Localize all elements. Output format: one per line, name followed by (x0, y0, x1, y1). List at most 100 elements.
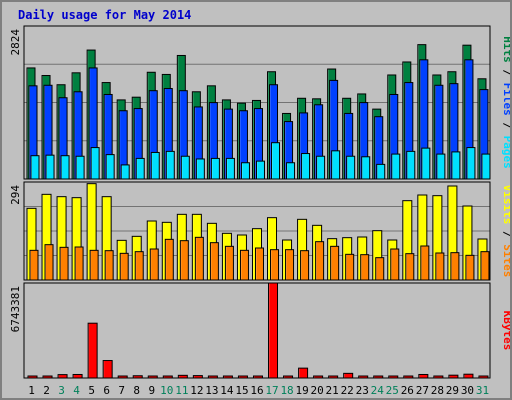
x-tick-label: 12 (190, 384, 203, 397)
bar-sites (390, 248, 400, 281)
legend-entry-sites: Sites (501, 244, 510, 277)
bar-pages (180, 155, 190, 180)
legend-entry-files: Files (501, 83, 510, 116)
bar-sites (330, 245, 340, 281)
bar-kbytes (207, 375, 218, 379)
bar-sites (300, 250, 310, 281)
bar-pages (90, 147, 100, 180)
bar-sites (435, 252, 445, 281)
chart-title: Daily usage for May 2014 (18, 8, 192, 22)
legend-entry-hits: Hits (501, 36, 510, 63)
panel-frame (23, 282, 491, 379)
bar-sites (74, 246, 84, 281)
bar-sites (254, 247, 264, 281)
bar-pages (406, 150, 416, 180)
bar-pages (75, 155, 85, 180)
bar-pages (60, 155, 70, 180)
bar-pages (210, 157, 220, 180)
bar-pages (30, 155, 40, 180)
x-tick-label: 16 (250, 384, 263, 397)
bar-sites (59, 246, 69, 281)
bar-pages (105, 154, 115, 180)
bar-pages (271, 142, 281, 180)
bar-sites (194, 236, 204, 281)
bar-sites (209, 242, 219, 281)
bar-kbytes (313, 375, 324, 379)
legend-1: Hits / Files / Pages (501, 36, 510, 169)
bar-sites (360, 254, 370, 281)
bar-kbytes (283, 375, 294, 379)
legend-2: Visits / Sites (501, 185, 510, 278)
bar-pages (391, 153, 401, 180)
bar-kbytes (373, 375, 384, 379)
bar-sites (179, 240, 189, 281)
x-tick-label: 15 (235, 384, 248, 397)
bar-sites (29, 249, 39, 281)
bar-pages (436, 153, 446, 180)
x-tick-label: 11 (175, 384, 188, 397)
bar-sites (345, 253, 355, 281)
bar-kbytes (403, 375, 414, 379)
bar-kbytes (147, 375, 158, 379)
bar-sites (375, 257, 385, 281)
x-tick-label: 21 (326, 384, 339, 397)
y-max-label: 2824 (9, 29, 22, 56)
x-tick-label: 29 (446, 384, 459, 397)
bar-pages (466, 147, 476, 180)
bar-pages (195, 158, 205, 180)
bar-sites (465, 254, 475, 281)
bar-kbytes (117, 375, 128, 379)
x-tick-label: 1 (28, 384, 35, 397)
x-tick-label: 6 (103, 384, 110, 397)
bar-pages (361, 156, 371, 180)
bar-sites (89, 249, 99, 281)
x-tick-label: 8 (133, 384, 140, 397)
bar-kbytes (237, 375, 248, 379)
bar-pages (255, 160, 265, 180)
bar-kbytes (177, 374, 188, 379)
bar-pages (165, 150, 175, 180)
bar-kbytes (222, 375, 233, 379)
bar-kbytes (192, 375, 203, 379)
bar-pages (481, 153, 491, 180)
bar-kbytes (268, 282, 279, 379)
x-tick-label: 24 (371, 384, 385, 397)
x-tick-label: 14 (220, 384, 234, 397)
legend-separator: / (501, 63, 510, 83)
x-tick-label: 30 (461, 384, 474, 397)
x-tick-label: 4 (73, 384, 80, 397)
bar-kbytes (388, 375, 399, 379)
legend-entry-kbytes: KBytes (501, 311, 510, 351)
legend-entry-visits: Visits (501, 185, 510, 225)
bar-pages (376, 163, 386, 180)
x-tick-label: 17 (265, 384, 278, 397)
bar-sites (104, 250, 114, 281)
bar-kbytes (72, 373, 83, 379)
chart-panel-3: 6743381 KBytes (9, 282, 510, 379)
x-tick-label: 31 (476, 384, 489, 397)
x-tick-label: 2 (43, 384, 50, 397)
bar-sites (405, 253, 415, 281)
x-axis-labels: 1 2 3 4 5 6 7 8 9 10 11 12 13 14 15 16 17 18 19 20 21 22 23 24 2… (28, 384, 489, 397)
bar-kbytes (102, 360, 113, 379)
x-tick-label: 3 (58, 384, 65, 397)
bar-kbytes (87, 322, 98, 379)
bar-kbytes (463, 373, 474, 379)
bar-kbytes (252, 375, 263, 379)
bar-kbytes (478, 375, 489, 379)
bar-pages (346, 155, 356, 180)
x-tick-label: 20 (311, 384, 324, 397)
bar-kbytes (433, 375, 444, 379)
bar-kbytes (343, 372, 354, 379)
x-tick-label: 18 (280, 384, 293, 397)
bar-kbytes (162, 375, 173, 379)
bar-kbytes (132, 375, 143, 379)
x-tick-label: 7 (118, 384, 125, 397)
bar-sites (285, 249, 295, 281)
x-tick-label: 10 (160, 384, 173, 397)
bar-pages (150, 151, 160, 180)
bar-pages (135, 157, 145, 180)
bar-pages (225, 157, 235, 180)
